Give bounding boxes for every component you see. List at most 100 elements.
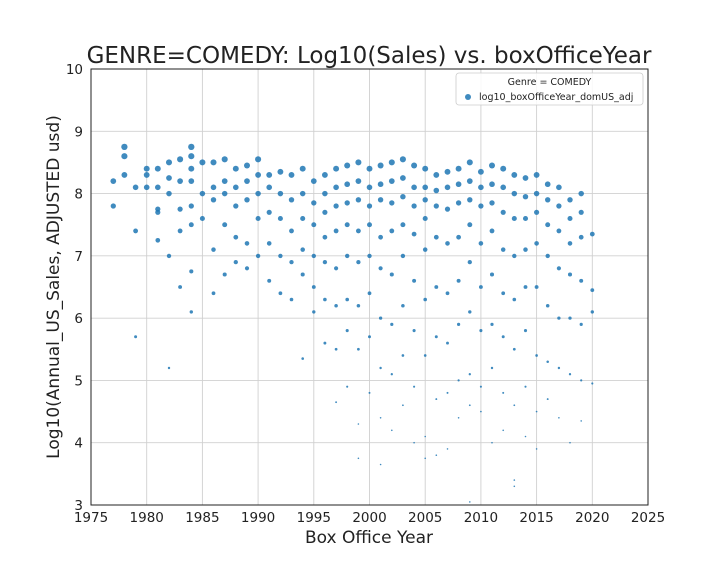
data-point — [166, 175, 172, 181]
x-tick-label: 1995 — [297, 510, 331, 526]
data-point — [578, 209, 584, 215]
data-point — [199, 190, 206, 197]
data-point — [455, 165, 462, 172]
data-point — [321, 171, 328, 178]
data-point — [390, 373, 393, 376]
data-point — [500, 184, 507, 191]
data-point — [457, 417, 460, 419]
legend-entry-label: log10_boxOfficeYear_domUS_adj — [479, 92, 633, 103]
data-point — [469, 501, 471, 503]
data-point — [522, 193, 529, 200]
data-point — [356, 303, 361, 308]
data-point — [411, 203, 417, 209]
x-tick-label: 2025 — [631, 510, 665, 526]
data-point — [501, 335, 505, 339]
data-point — [188, 222, 194, 228]
data-point — [266, 171, 273, 178]
data-point — [232, 184, 239, 191]
data-point — [522, 175, 529, 181]
data-point — [390, 322, 394, 326]
data-point — [423, 354, 427, 357]
data-point — [411, 162, 418, 169]
data-point — [434, 285, 439, 289]
data-point — [311, 222, 317, 228]
data-point — [455, 181, 462, 188]
data-point — [511, 215, 517, 222]
data-point — [311, 200, 317, 206]
data-point — [434, 335, 438, 339]
data-point — [277, 215, 283, 222]
data-point — [445, 291, 450, 296]
data-point — [545, 253, 550, 259]
data-point — [322, 234, 328, 240]
data-point — [289, 228, 294, 234]
data-point — [489, 181, 495, 188]
data-point — [478, 285, 483, 289]
data-point — [367, 222, 372, 228]
data-point — [546, 360, 549, 363]
data-point — [210, 184, 217, 191]
data-point — [388, 159, 395, 166]
data-point — [255, 171, 262, 178]
data-point — [299, 165, 306, 172]
data-point — [589, 231, 595, 237]
data-point — [556, 266, 561, 271]
data-point — [155, 237, 161, 243]
data-point — [356, 259, 361, 265]
data-point — [546, 398, 549, 401]
data-point — [567, 272, 573, 277]
y-tick-label: 10 — [66, 62, 83, 78]
data-point — [121, 171, 128, 178]
data-point — [334, 347, 338, 351]
data-point — [468, 404, 471, 407]
data-point — [322, 209, 328, 215]
data-point — [323, 341, 327, 345]
data-point — [511, 190, 518, 197]
data-point — [422, 197, 428, 203]
data-point — [477, 168, 484, 175]
data-point — [567, 241, 573, 246]
data-point — [277, 190, 284, 197]
data-point — [556, 228, 562, 234]
x-axis-label: Box Office Year — [305, 528, 433, 548]
data-point — [557, 366, 561, 370]
x-tick-label: 2010 — [464, 510, 498, 526]
data-point — [188, 203, 194, 209]
data-point — [357, 457, 360, 460]
data-point — [199, 159, 206, 166]
data-point — [143, 184, 150, 191]
data-point — [255, 253, 261, 259]
data-point — [433, 234, 439, 240]
data-point — [480, 410, 482, 413]
data-point — [322, 190, 328, 197]
data-point — [422, 165, 429, 172]
data-point — [399, 156, 406, 163]
y-axis-label: Log10(Annual_US_Sales, ADJUSTED usd) — [44, 115, 64, 459]
data-point — [333, 184, 339, 191]
data-point — [544, 181, 551, 188]
y-tick-label: 5 — [74, 373, 83, 389]
data-point — [388, 178, 395, 184]
data-point — [357, 347, 360, 351]
legend-marker — [465, 94, 471, 100]
data-point — [199, 215, 205, 222]
data-point — [311, 285, 316, 289]
data-point — [355, 178, 362, 184]
data-point — [534, 285, 539, 289]
data-point — [524, 435, 527, 438]
data-point — [344, 162, 351, 169]
data-point — [444, 184, 451, 191]
data-point — [590, 288, 595, 292]
data-points — [110, 143, 595, 503]
data-point — [513, 479, 516, 481]
data-point — [580, 379, 583, 382]
data-point — [579, 322, 583, 326]
data-point — [500, 165, 507, 172]
data-point — [522, 215, 529, 222]
data-point — [333, 228, 339, 234]
data-point — [232, 165, 239, 172]
data-point — [468, 310, 472, 314]
data-point — [568, 373, 572, 376]
data-point — [299, 190, 306, 197]
data-point — [346, 385, 349, 388]
